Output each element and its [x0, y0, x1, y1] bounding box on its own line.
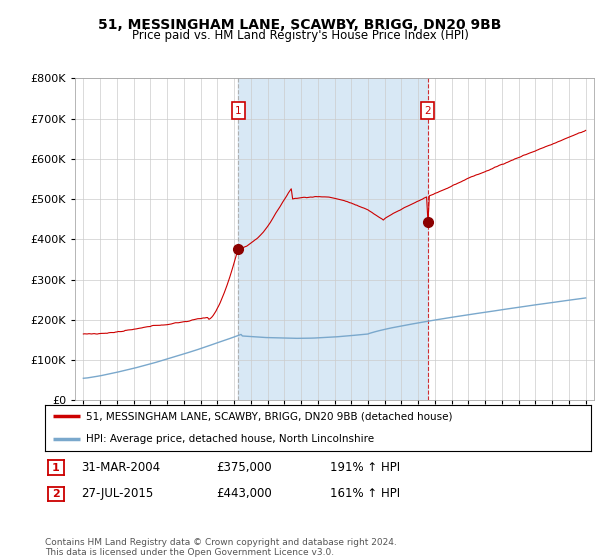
Text: 51, MESSINGHAM LANE, SCAWBY, BRIGG, DN20 9BB (detached house): 51, MESSINGHAM LANE, SCAWBY, BRIGG, DN20… — [86, 412, 452, 421]
Text: HPI: Average price, detached house, North Lincolnshire: HPI: Average price, detached house, Nort… — [86, 435, 374, 444]
Text: 2: 2 — [52, 489, 59, 499]
Text: 51, MESSINGHAM LANE, SCAWBY, BRIGG, DN20 9BB: 51, MESSINGHAM LANE, SCAWBY, BRIGG, DN20… — [98, 18, 502, 32]
Text: 1: 1 — [52, 463, 59, 473]
Text: Contains HM Land Registry data © Crown copyright and database right 2024.
This d: Contains HM Land Registry data © Crown c… — [45, 538, 397, 557]
Text: 1: 1 — [235, 106, 242, 115]
Text: 27-JUL-2015: 27-JUL-2015 — [81, 487, 153, 501]
Text: 161% ↑ HPI: 161% ↑ HPI — [330, 487, 400, 501]
Text: £443,000: £443,000 — [216, 487, 272, 501]
Text: 2: 2 — [424, 106, 431, 115]
Text: £375,000: £375,000 — [216, 461, 272, 474]
Text: 31-MAR-2004: 31-MAR-2004 — [81, 461, 160, 474]
Text: Price paid vs. HM Land Registry's House Price Index (HPI): Price paid vs. HM Land Registry's House … — [131, 29, 469, 42]
Text: 191% ↑ HPI: 191% ↑ HPI — [330, 461, 400, 474]
Bar — [238, 78, 428, 400]
